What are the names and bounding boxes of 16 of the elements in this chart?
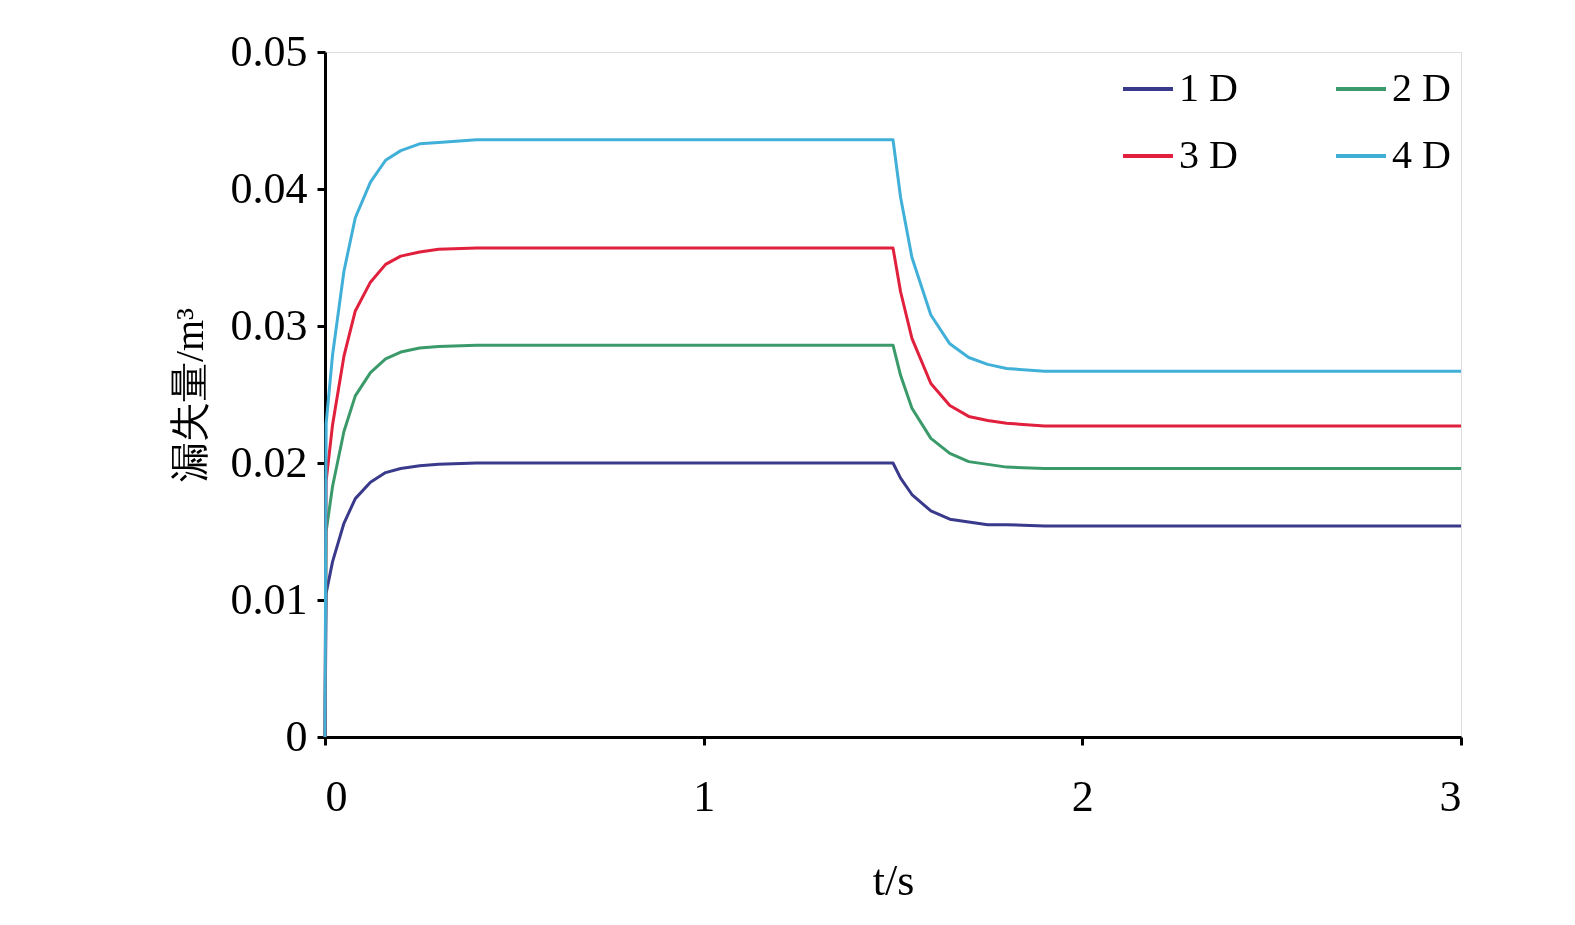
x-tick-label: 0	[325, 771, 348, 821]
legend-label: 4 D	[1392, 132, 1451, 177]
legend-label: 2 D	[1392, 65, 1451, 110]
x-tick-label: 2	[1071, 771, 1094, 821]
x-tick-label: 1	[693, 771, 716, 821]
y-tick-label: 0	[285, 711, 308, 761]
x-tick-label: 3	[1439, 771, 1462, 821]
y-tick-label: 0.05	[230, 26, 308, 76]
x-axis-title: t/s	[872, 855, 915, 905]
y-tick-label: 0.01	[230, 574, 308, 624]
y-axis-title: 漏失量/m³	[166, 307, 212, 483]
y-tick-label: 0.04	[230, 163, 308, 213]
y-tick-label: 0.02	[230, 437, 308, 487]
y-tick-label: 0.03	[230, 300, 308, 350]
legend-label: 3 D	[1179, 132, 1238, 177]
legend-label: 1 D	[1179, 65, 1238, 110]
